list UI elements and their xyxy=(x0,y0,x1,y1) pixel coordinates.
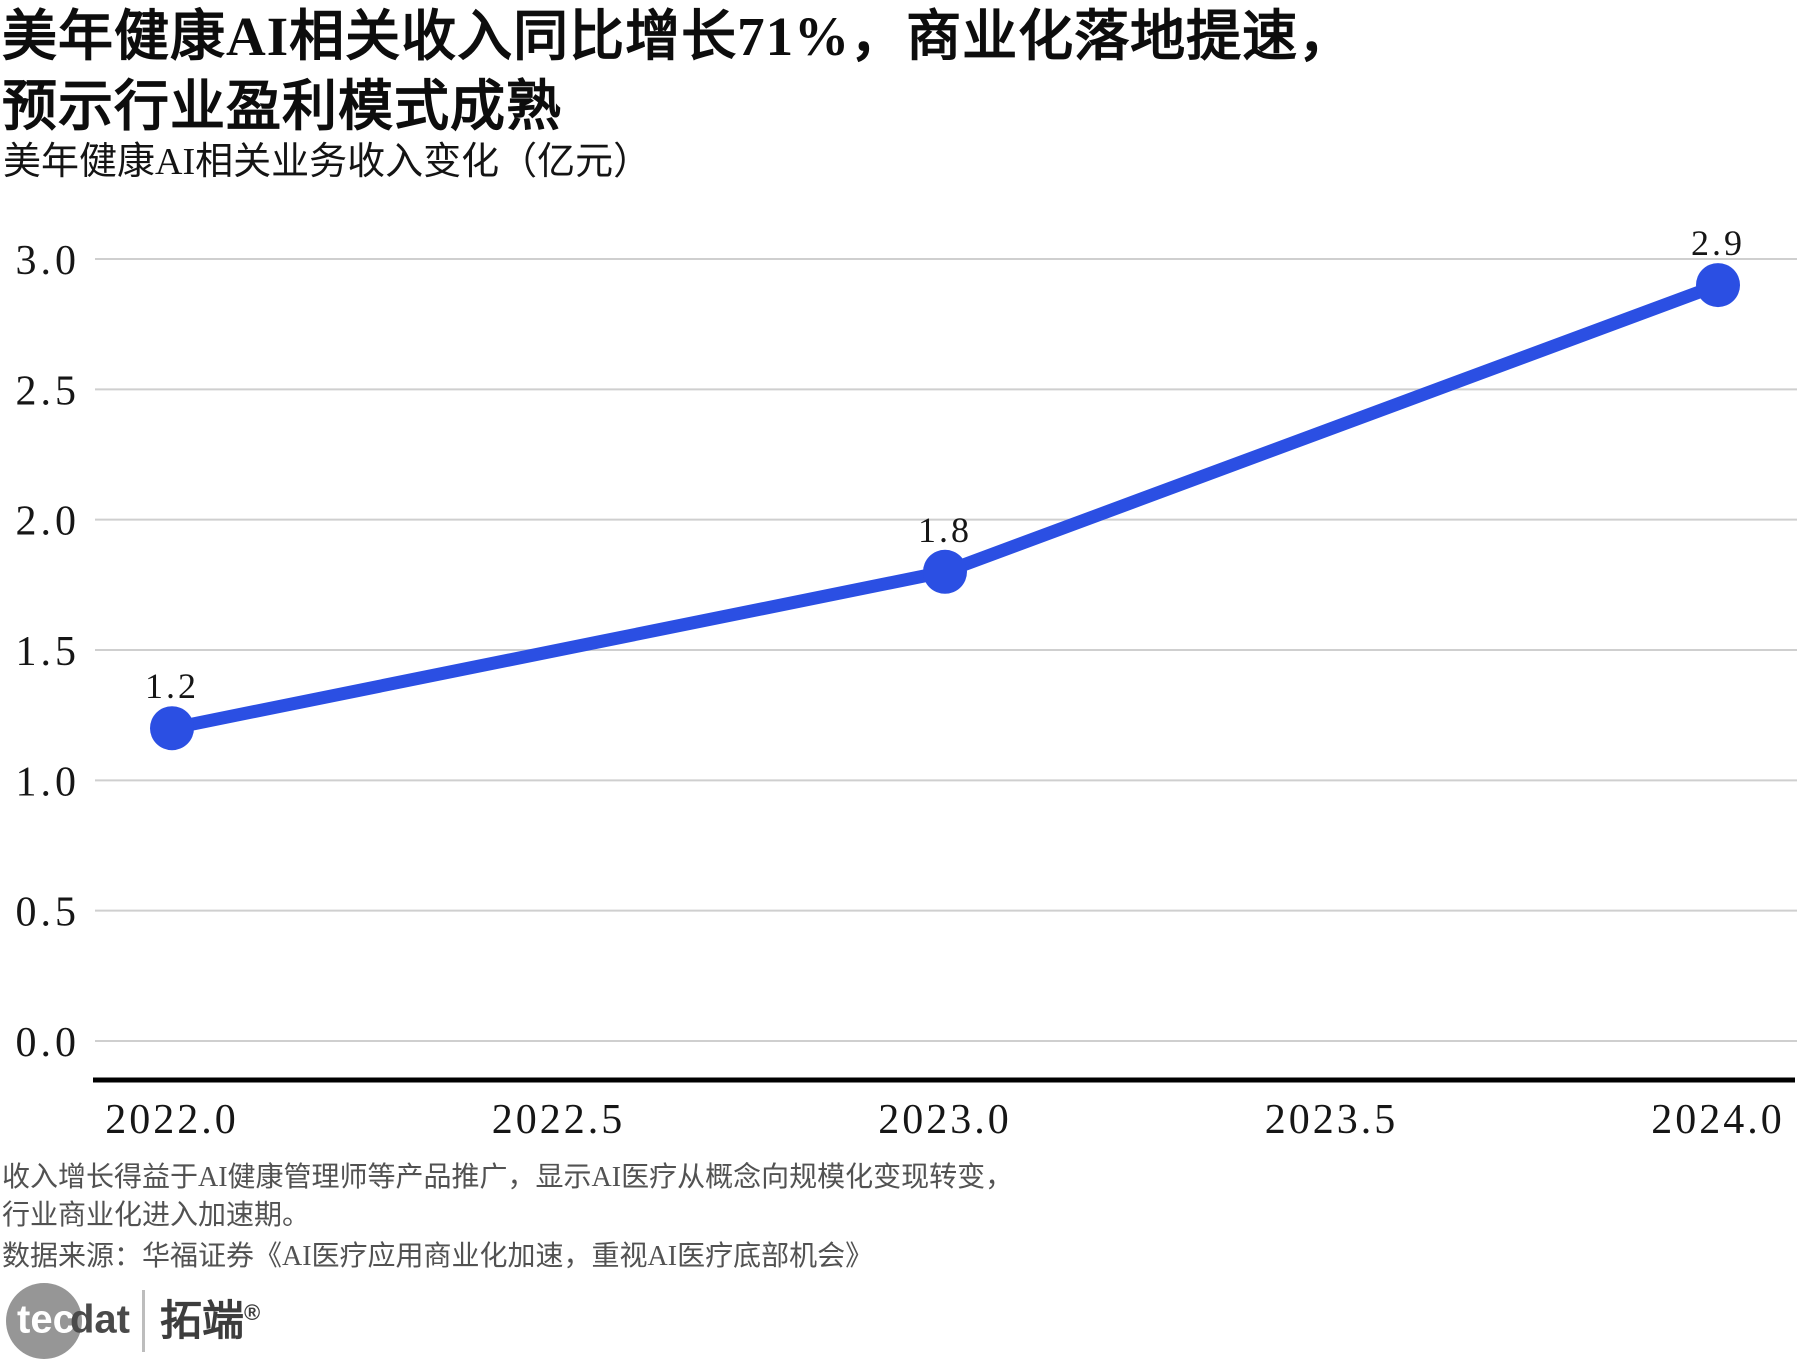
data-point-label: 1.2 xyxy=(145,666,199,706)
y-tick-label: 2.0 xyxy=(16,499,81,545)
x-tick-label: 2023.0 xyxy=(878,1097,1012,1143)
x-tick-label: 2022.0 xyxy=(105,1097,239,1143)
x-tick-label: 2024.0 xyxy=(1651,1097,1785,1143)
y-tick-label: 0.5 xyxy=(16,890,81,936)
x-tick-label: 2023.5 xyxy=(1265,1097,1399,1143)
logo-text-cjk: 拓端® xyxy=(160,1282,260,1360)
logo-text-dat: dat xyxy=(70,1297,130,1342)
logo-brand-cjk: 拓端 xyxy=(160,1297,245,1344)
footnote-line1: 收入增长得益于AI健康管理师等产品推广，显示AI医疗从概念向规模化变现转变， xyxy=(2,1162,1014,1193)
data-point-marker xyxy=(923,549,967,594)
tecdat-logo-mark: tec dat xyxy=(6,1282,134,1360)
y-tick-label: 1.5 xyxy=(16,629,81,675)
registered-trademark-icon: ® xyxy=(244,1300,261,1325)
page-title: 美年健康AI相关收入同比增长71%，商业化落地提速， 预示行业盈利模式成熟 xyxy=(2,2,1354,142)
logo-circle-icon xyxy=(6,1283,82,1359)
logo-text-tec: tec xyxy=(17,1297,75,1342)
page-title-line1: 美年健康AI相关收入同比增长71%，商业化落地提速， xyxy=(2,6,1355,67)
data-point-label: 1.8 xyxy=(918,510,972,550)
y-tick-label: 2.5 xyxy=(16,368,81,414)
footnote-line2: 行业商业化进入加速期。 xyxy=(2,1200,311,1231)
data-point-marker xyxy=(150,706,194,751)
y-axis-tick-labels: 3.0 2.5 2.0 1.5 1.0 0.5 0.0 xyxy=(16,238,81,1066)
data-point-label: 2.9 xyxy=(1691,223,1745,263)
chart-subtitle: 美年健康AI相关业务收入变化（亿元） xyxy=(3,141,652,183)
y-tick-label: 0.0 xyxy=(16,1020,81,1066)
revenue-line-chart: 3.0 2.5 2.0 1.5 1.0 0.5 0.0 2022.0 2022.5 2023.0… xyxy=(16,223,1797,1143)
page-title-line2: 预示行业盈利模式成熟 xyxy=(2,76,563,137)
logo-divider xyxy=(142,1290,145,1352)
y-tick-label: 3.0 xyxy=(16,238,81,284)
tecdat-logo: tec dat 拓端® xyxy=(6,1282,260,1360)
y-tick-label: 1.0 xyxy=(16,759,81,805)
gridlines-group xyxy=(95,258,1797,1042)
data-point-labels-group: 1.2 1.8 2.9 xyxy=(145,223,1745,706)
data-point-marker xyxy=(1696,263,1740,308)
x-axis-tick-labels: 2022.0 2022.5 2023.0 2023.5 2024.0 xyxy=(105,1097,1785,1143)
x-tick-label: 2022.5 xyxy=(492,1097,626,1143)
data-series-group xyxy=(150,263,1740,751)
revenue-line xyxy=(165,278,1725,735)
data-source-note: 数据来源：华福证券《AI医疗应用商业化加速，重视AI医疗底部机会》 xyxy=(2,1241,874,1272)
